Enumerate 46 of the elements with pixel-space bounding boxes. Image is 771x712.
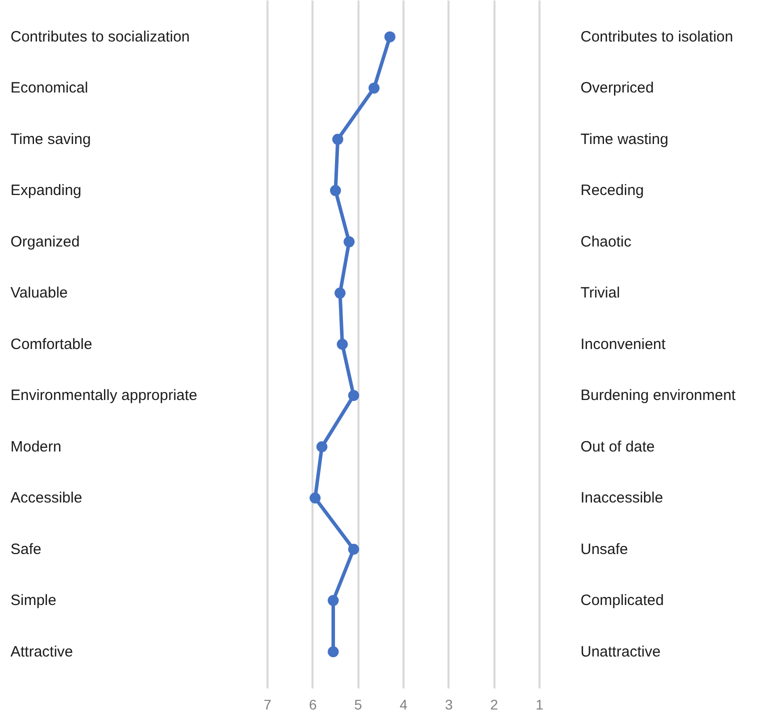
point bbox=[316, 441, 328, 452]
y-tick-label: Contributes to socialization bbox=[10, 28, 190, 46]
y-tick-label: Comfortable bbox=[10, 336, 92, 353]
y2-tick-label: Unsafe bbox=[580, 540, 628, 558]
point bbox=[336, 338, 348, 350]
point bbox=[348, 544, 360, 555]
x-tick-label: 4 bbox=[400, 696, 408, 712]
y-tick-label: Attractive bbox=[10, 643, 74, 660]
x-tick-label: 3 bbox=[444, 696, 453, 712]
y2-tick-label: Inconvenient bbox=[580, 336, 666, 353]
y2-tick-label: Unattractive bbox=[580, 643, 661, 660]
y2-tick-label: Out of date bbox=[580, 438, 655, 456]
point bbox=[330, 185, 341, 196]
y-tick-label: Valuable bbox=[10, 284, 68, 302]
y2-tick-label: Contributes to isolation bbox=[580, 28, 734, 46]
point bbox=[310, 492, 321, 504]
x-tick-label: 2 bbox=[490, 696, 498, 712]
point bbox=[384, 31, 396, 42]
y-tick-label: Economical bbox=[10, 80, 88, 97]
y2-tick-label: Time wasting bbox=[580, 130, 668, 148]
y2-tick-label: Chaotic bbox=[580, 233, 632, 250]
x-tick-label: 5 bbox=[354, 696, 362, 712]
y2-tick-label: Trivial bbox=[580, 284, 620, 302]
y-tick-label: Safe bbox=[10, 540, 42, 558]
y2-tick-label: Complicated bbox=[580, 592, 664, 610]
point bbox=[332, 134, 344, 145]
y2-tick-label: Overpriced bbox=[580, 80, 654, 97]
y2-tick-label: Inaccessible bbox=[580, 490, 664, 507]
y-tick-label: Expanding bbox=[10, 182, 82, 200]
y-tick-label: Modern bbox=[10, 438, 62, 456]
y-tick-label: Organized bbox=[10, 233, 80, 250]
point bbox=[334, 288, 346, 299]
x-tick-label: 7 bbox=[264, 696, 272, 712]
y-tick-label: Accessible bbox=[10, 490, 82, 507]
point bbox=[328, 646, 339, 658]
point bbox=[348, 390, 360, 402]
y-tick-label: Simple bbox=[10, 592, 56, 610]
point bbox=[344, 236, 355, 248]
x-tick-label: 6 bbox=[308, 696, 317, 712]
x-tick-label: 1 bbox=[536, 696, 544, 712]
y-tick-label: Time saving bbox=[10, 130, 91, 148]
y2-tick-label: Receding bbox=[580, 182, 644, 200]
y2-tick-label: Burdening environment bbox=[580, 387, 736, 404]
y-tick-label: Environmentally appropriate bbox=[10, 387, 198, 404]
point bbox=[328, 595, 339, 606]
point bbox=[368, 82, 380, 94]
